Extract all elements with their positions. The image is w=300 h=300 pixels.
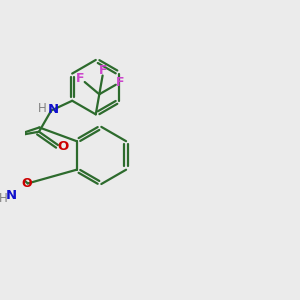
Text: O: O (21, 177, 32, 190)
Text: N: N (48, 103, 59, 116)
Text: F: F (116, 76, 125, 88)
Text: N: N (6, 189, 17, 202)
Text: F: F (99, 64, 108, 77)
Text: H: H (0, 192, 8, 206)
Text: H: H (38, 102, 47, 115)
Text: O: O (57, 140, 68, 153)
Text: F: F (76, 72, 85, 85)
